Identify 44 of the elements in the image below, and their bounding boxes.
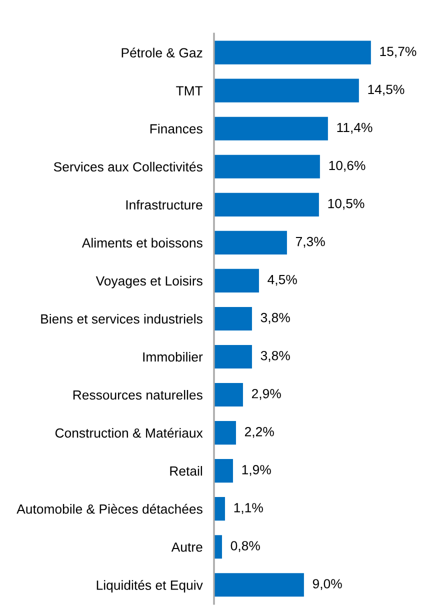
bar xyxy=(214,421,236,445)
y-tick-label: Construction & Matériaux xyxy=(55,428,203,438)
bar xyxy=(214,382,243,407)
bar xyxy=(214,344,252,369)
y-tick-label: Ressources naturelles xyxy=(73,390,202,400)
data-label: 11,4% xyxy=(337,122,372,134)
data-label: 15,7% xyxy=(380,46,416,58)
y-tick-label: Finances xyxy=(150,124,202,134)
y-tick-label: Infrastructure xyxy=(126,200,202,210)
bar xyxy=(214,40,371,64)
y-tick-label: Aliments et boissons xyxy=(82,238,202,248)
y-tick-label: Immobilier xyxy=(143,352,203,362)
data-label: 2,9% xyxy=(252,388,281,400)
bar xyxy=(214,192,319,216)
y-tick-label: Retail xyxy=(170,466,202,476)
bar xyxy=(214,268,259,292)
bar xyxy=(214,459,233,483)
y-tick-label: Automobile & Pièces détachées xyxy=(16,504,202,514)
bar xyxy=(214,154,320,178)
y-tick-label: Autre xyxy=(171,542,202,552)
data-label: 7,3% xyxy=(296,236,325,248)
y-tick-label: Pétrole & Gaz xyxy=(122,48,202,58)
data-label: 3,8% xyxy=(260,312,290,324)
bar xyxy=(214,306,252,331)
y-tick-label: Biens et services industriels xyxy=(41,314,202,324)
y-tick-label: Voyages et Loisirs xyxy=(96,276,202,288)
data-label: 10,5% xyxy=(328,198,364,210)
y-tick-label: Services aux Collectivités xyxy=(54,162,202,172)
bar xyxy=(214,497,225,521)
bar xyxy=(214,116,328,140)
bar xyxy=(214,573,304,597)
data-label: 1,9% xyxy=(242,465,271,476)
bar xyxy=(214,78,359,102)
data-label: 9,0% xyxy=(312,579,342,590)
y-tick-label: Liquidités et Equiv xyxy=(96,580,203,592)
data-label: 3,8% xyxy=(260,350,290,362)
data-label: 10,6% xyxy=(329,160,366,172)
data-label: 4,5% xyxy=(268,274,297,286)
data-label: 1,1% xyxy=(234,503,263,514)
data-label: 14,5% xyxy=(368,84,404,96)
data-label: 0,8% xyxy=(230,541,260,552)
y-tick-label: TMT xyxy=(176,86,203,96)
data-label: 2,2% xyxy=(244,426,274,438)
bar xyxy=(214,230,287,254)
